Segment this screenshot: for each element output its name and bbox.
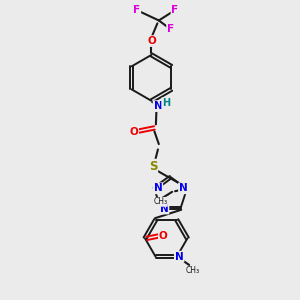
Text: O: O — [129, 127, 138, 137]
Text: H: H — [162, 98, 170, 108]
Text: CH₃: CH₃ — [186, 266, 200, 275]
Text: F: F — [172, 5, 178, 15]
Text: N: N — [154, 183, 162, 193]
Text: O: O — [159, 231, 168, 241]
Text: CH₃: CH₃ — [153, 197, 167, 206]
Text: N: N — [175, 252, 184, 262]
Text: O: O — [147, 36, 156, 46]
Text: N: N — [154, 101, 162, 111]
Text: N: N — [160, 204, 169, 214]
Text: F: F — [133, 5, 140, 15]
Text: N: N — [179, 183, 188, 193]
Text: F: F — [167, 24, 174, 34]
Text: methyl: methyl — [164, 195, 169, 196]
Text: S: S — [149, 160, 157, 173]
